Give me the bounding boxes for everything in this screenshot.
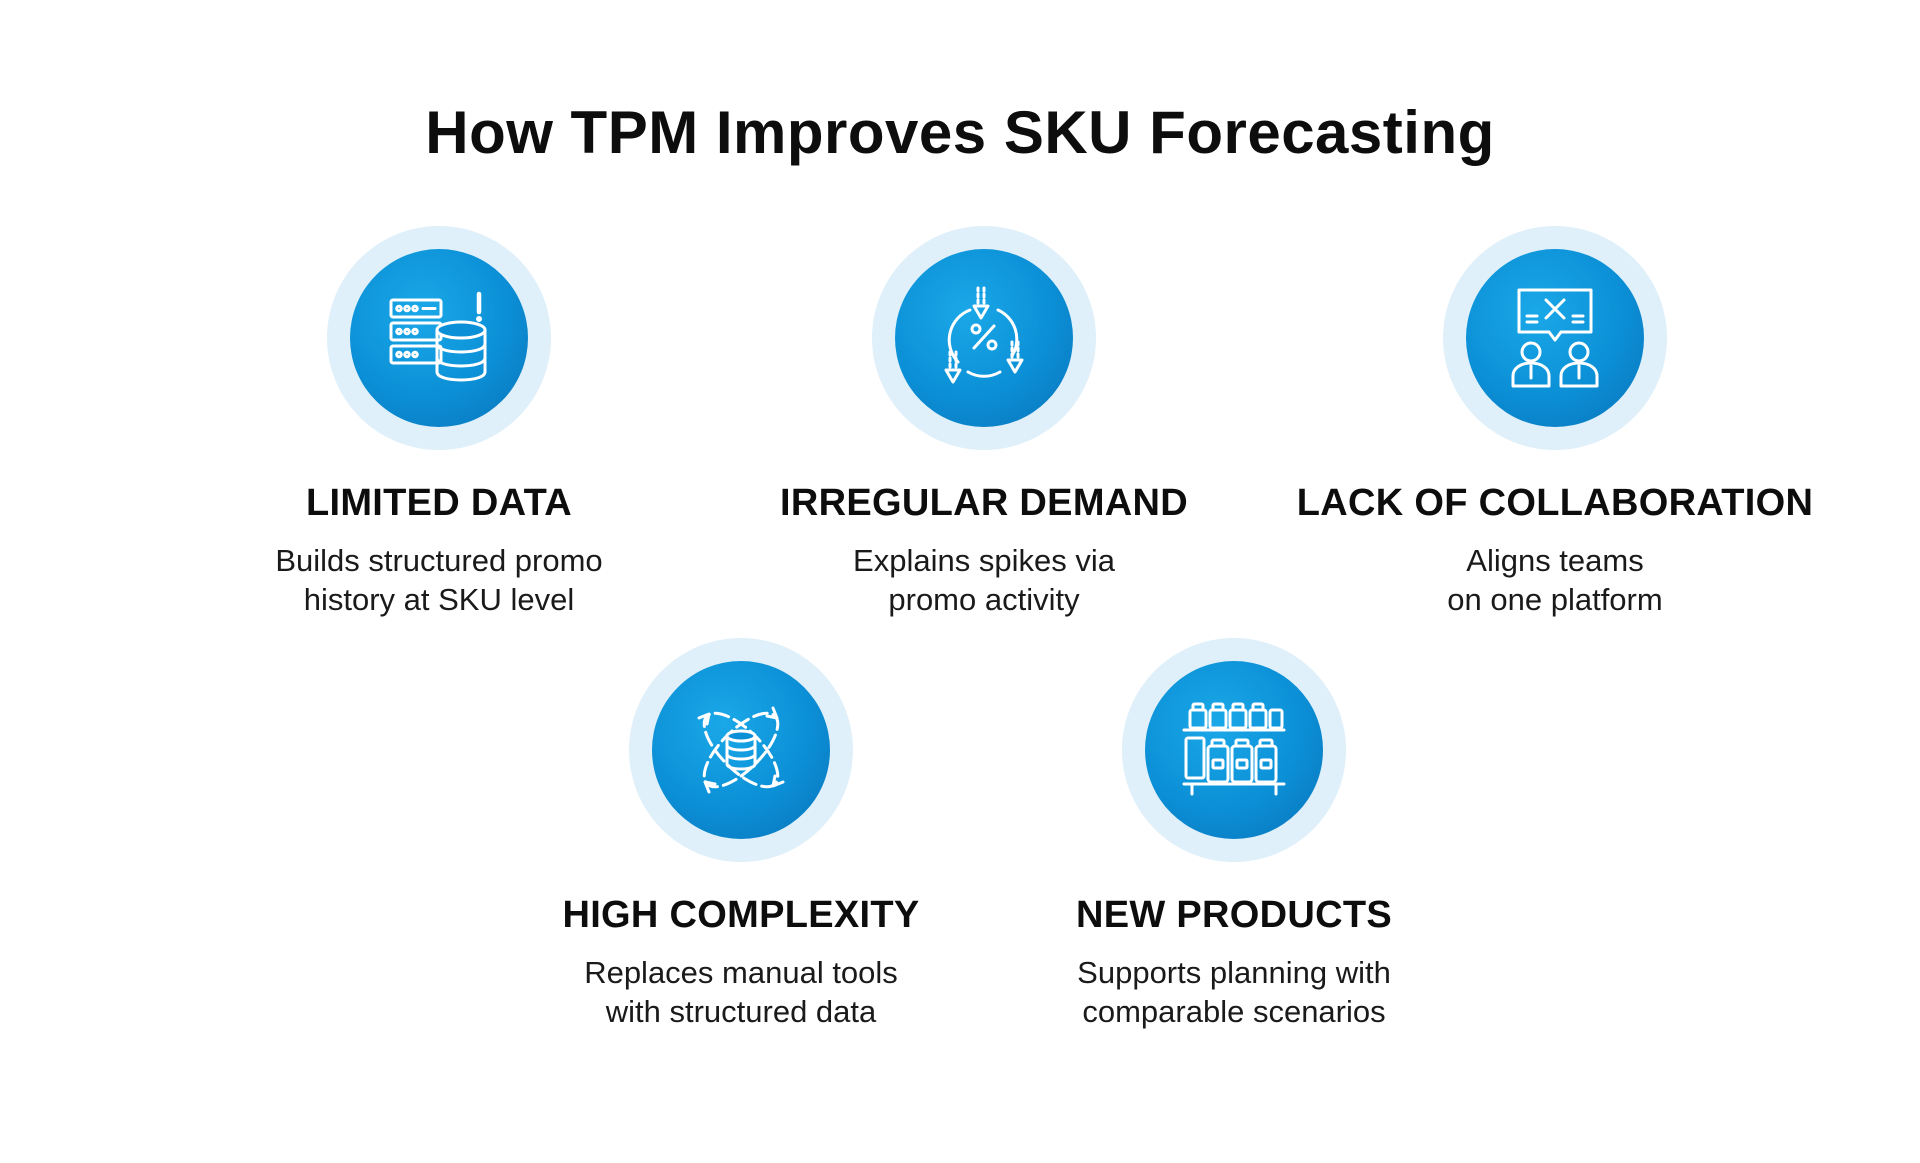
item-new-products: NEW PRODUCTS Supports planning with comp… [934,638,1534,1031]
store-shelf-icon [1182,702,1286,796]
item-description-line: promo activity [888,582,1080,617]
item-description-line: Replaces manual tools [584,955,898,990]
icon-disc [1466,249,1644,427]
item-title: IRREGULAR DEMAND [779,482,1188,524]
item-description-line: Aligns teams [1466,543,1644,578]
item-title: LACK OF COLLABORATION [1296,482,1814,524]
item-description: Supports planning with comparable scenar… [934,953,1534,1031]
item-title: NEW PRODUCTS [1075,894,1393,936]
item-irregular-demand: IRREGULAR DEMAND Explains spikes via pro… [684,226,1284,619]
icon-disc [350,249,528,427]
item-description: Aligns teams on one platform [1255,541,1855,619]
item-description-line: Explains spikes via [853,543,1115,578]
item-description-line: history at SKU level [303,582,575,617]
database-alert-icon [389,291,487,382]
item-description-line: Builds structured promo [275,543,603,578]
percent-cycle-icon [944,286,1024,384]
item-description-line: with structured data [605,994,877,1029]
item-limited-data: LIMITED DATA Builds structured promo his… [139,226,739,619]
item-title: LIMITED DATA [305,482,573,524]
item-title: HIGH COMPLEXITY [562,894,920,936]
item-description: Builds structured promo history at SKU l… [139,541,739,619]
page-title: How TPM Improves SKU Forecasting [425,99,1495,166]
item-description-line: Supports planning with [1077,955,1391,990]
item-lack-of-collaboration: LACK OF COLLABORATION Aligns teams on on… [1255,226,1855,619]
database-orbit-icon [697,706,785,794]
icon-halo [1443,226,1667,450]
item-description-line: comparable scenarios [1082,994,1386,1029]
item-description-line: on one platform [1447,582,1663,617]
icon-disc [1145,661,1323,839]
item-description: Replaces manual tools with structured da… [441,953,1041,1031]
icon-halo [872,226,1096,450]
item-description: Explains spikes via promo activity [684,541,1284,619]
icon-halo [327,226,551,450]
team-chat-icon [1511,288,1599,388]
icon-halo [629,638,853,862]
icon-disc [895,249,1073,427]
icon-disc [652,661,830,839]
item-high-complexity: HIGH COMPLEXITY Replaces manual tools wi… [441,638,1041,1031]
icon-halo [1122,638,1346,862]
